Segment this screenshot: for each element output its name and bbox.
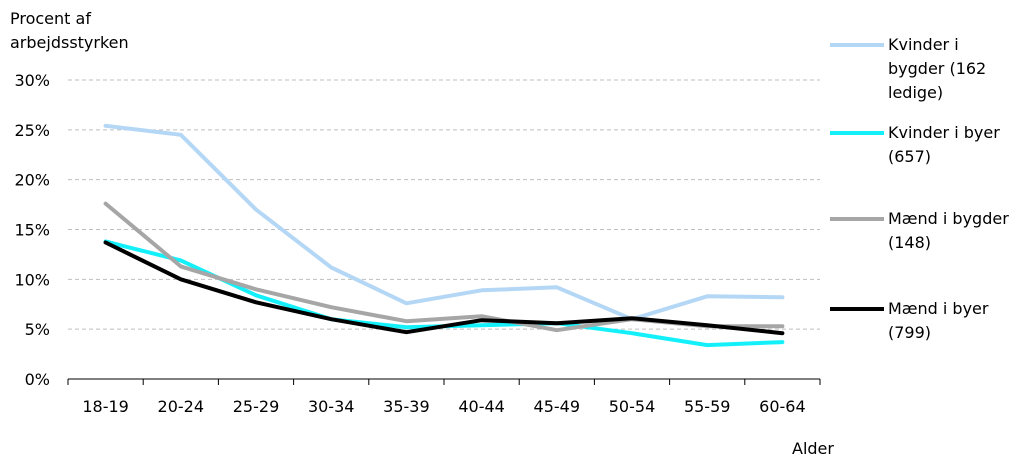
y-tick-label: 10% — [14, 270, 50, 289]
x-axis — [68, 379, 820, 385]
y-tick-label: 25% — [14, 121, 50, 140]
x-tick-label: 20-24 — [158, 397, 205, 416]
x-tick-label: 30-34 — [308, 397, 355, 416]
y-tick-label: 0% — [25, 370, 50, 389]
y-tick-label: 15% — [14, 221, 50, 240]
legend-label-4: Mænd i byer — [888, 299, 989, 318]
y-axis-title-line-1: Procent af — [10, 9, 91, 28]
x-tick-label: 60-64 — [759, 397, 806, 416]
x-axis-title: Alder — [792, 439, 834, 456]
x-tick-label: 25-29 — [233, 397, 280, 416]
x-tick-label: 35-39 — [383, 397, 430, 416]
series-line-1 — [106, 126, 783, 319]
x-tick-label: 45-49 — [534, 397, 581, 416]
legend-label-4: (799) — [888, 323, 931, 342]
legend-label-2: Kvinder i byer — [888, 123, 1000, 142]
y-tick-label: 30% — [14, 71, 50, 90]
y-axis-title: Procent af arbejdsstyrken — [10, 9, 129, 52]
legend-label-2: (657) — [888, 147, 931, 166]
x-tick-label: 18-19 — [82, 397, 129, 416]
y-axis-title-line-2: arbejdsstyrken — [10, 33, 129, 52]
x-tick-label: 55-59 — [684, 397, 731, 416]
x-tick-label: 50-54 — [609, 397, 656, 416]
gridlines — [68, 80, 820, 329]
y-tick-label: 5% — [25, 320, 50, 339]
y-tick-labels: 0% 5% 10% 15% 20% 25% 30% — [14, 71, 50, 389]
legend-label-1: bygder (162 — [888, 59, 986, 78]
legend-label-1: ledige) — [888, 83, 943, 102]
legend-label-3: (148) — [888, 233, 931, 252]
series-line-3 — [106, 204, 783, 331]
y-tick-label: 20% — [14, 171, 50, 190]
legend: Kvinder i bygder (162 ledige) Kvinder i bye… — [830, 35, 1009, 342]
legend-label-1: Kvinder i — [888, 35, 959, 54]
x-tick-labels: 18-19 20-24 25-29 30-34 35-39 40-44 45-49 50-54… — [82, 397, 805, 416]
series-lines — [106, 126, 783, 345]
legend-label-3: Mænd i bygder — [888, 209, 1009, 228]
x-tick-label: 40-44 — [458, 397, 505, 416]
